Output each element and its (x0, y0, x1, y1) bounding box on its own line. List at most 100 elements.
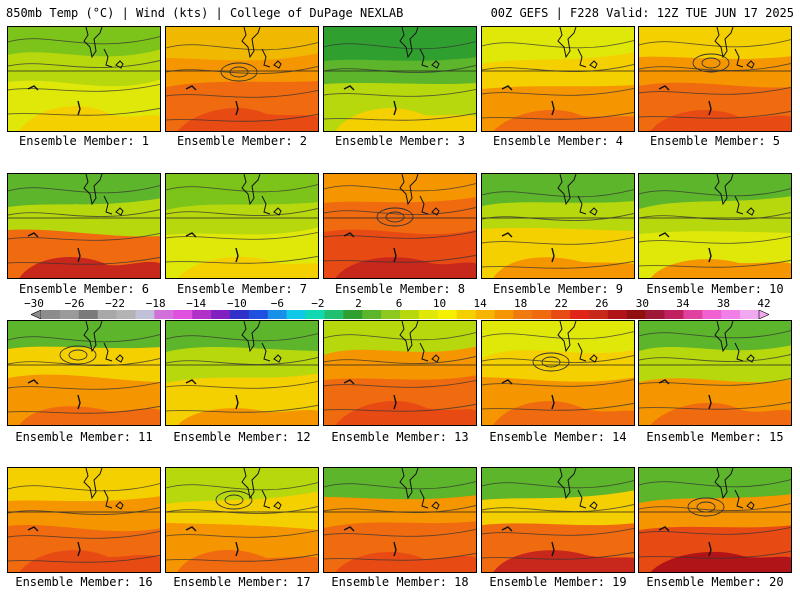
temperature-field (639, 174, 791, 278)
colorbar-tick-label: 42 (757, 297, 771, 310)
ensemble-member-map (638, 26, 792, 132)
colorbar-tick-label: −6 (270, 297, 284, 310)
ensemble-member-label: Ensemble Member: 11 (15, 430, 153, 444)
ensemble-member-map (638, 320, 792, 426)
colorbar-tick-label: 14 (473, 297, 487, 310)
temperature-field (8, 174, 160, 278)
temperature-field (8, 321, 160, 425)
temperature-field (324, 174, 476, 278)
ensemble-member-map (638, 467, 792, 573)
ensemble-member-map (323, 173, 477, 279)
temperature-field (482, 27, 634, 131)
colorbar-tick-label: 26 (595, 297, 609, 310)
ensemble-member-map (323, 320, 477, 426)
colorbar-swatch (437, 310, 457, 319)
ensemble-member-label: Ensemble Member: 12 (173, 430, 311, 444)
colorbar-tick-label: 2 (355, 297, 362, 310)
colorbar-swatch (683, 310, 703, 319)
temperature-field (482, 174, 634, 278)
ensemble-member-map (7, 467, 161, 573)
ensemble-member-label: Ensemble Member: 14 (489, 430, 627, 444)
colorbar-swatch (740, 310, 760, 319)
colorbar-tick-label: −2 (311, 297, 325, 310)
ensemble-member-label: Ensemble Member: 17 (173, 575, 311, 589)
ensemble-member-label: Ensemble Member: 19 (489, 575, 627, 589)
temperature-field (166, 468, 318, 572)
colorbar-tick-label: 18 (514, 297, 528, 310)
ensemble-member-label: Ensemble Member: 4 (492, 134, 624, 148)
colorbar-swatch (513, 310, 533, 319)
temperature-field (166, 27, 318, 131)
temperature-field (482, 321, 634, 425)
ensemble-member-label: Ensemble Member: 18 (331, 575, 469, 589)
colorbar-swatch (78, 310, 98, 319)
colorbar-swatch (381, 310, 401, 319)
colorbar-swatch (400, 310, 420, 319)
temperature-field (324, 321, 476, 425)
colorbar-swatch (154, 310, 174, 319)
temperature-field (324, 27, 476, 131)
temperature-field (482, 468, 634, 572)
colorbar-swatch (248, 310, 269, 319)
ensemble-member-label: Ensemble Member: 6 (18, 282, 150, 296)
colorbar-swatch (418, 310, 439, 319)
colorbar-swatch (343, 310, 363, 319)
ensemble-member-label: Ensemble Member: 16 (15, 575, 153, 589)
ensemble-member-map (165, 26, 319, 132)
colorbar-swatch (97, 310, 117, 319)
colorbar-swatch (305, 310, 325, 319)
temperature-field (639, 321, 791, 425)
colorbar-swatch (721, 310, 741, 319)
ensemble-member-map (323, 26, 477, 132)
ensemble-member-map (7, 320, 161, 426)
colorbar-tick-label: 10 (432, 297, 447, 310)
colorbar-tick-label: −30 (24, 297, 44, 310)
colorbar-swatch (494, 310, 514, 319)
ensemble-member-label: Ensemble Member: 2 (176, 134, 308, 148)
colorbar-swatch (626, 310, 646, 319)
colorbar-swatch (645, 310, 665, 319)
colorbar-tick-label: 30 (635, 297, 649, 310)
ensemble-member-label: Ensemble Member: 7 (176, 282, 308, 296)
colorbar-swatch (702, 310, 722, 319)
colorbar-tick-label: −26 (64, 297, 85, 310)
ensemble-member-label: Ensemble Member: 15 (646, 430, 784, 444)
valid-time: 00Z GEFS | F228 Valid: 12Z TUE JUN 17 20… (490, 6, 794, 20)
ensemble-member-label: Ensemble Member: 20 (646, 575, 784, 589)
colorbar-swatch (570, 310, 590, 319)
colorbar-swatch (59, 310, 80, 319)
ensemble-member-label: Ensemble Member: 10 (646, 282, 784, 296)
colorbar-tick-label: 38 (716, 297, 731, 310)
colorbar-swatch (475, 310, 495, 319)
colorbar-swatch (607, 310, 628, 319)
ensemble-member-map (638, 173, 792, 279)
colorbar-swatch (286, 310, 306, 319)
ensemble-member-map (165, 173, 319, 279)
colorbar-swatch (324, 310, 344, 319)
colorbar-swatch (664, 310, 684, 319)
colorbar-swatch (173, 310, 193, 319)
ensemble-member-label: Ensemble Member: 9 (492, 282, 624, 296)
ensemble-member-label: Ensemble Member: 3 (334, 134, 466, 148)
colorbar-swatch (267, 310, 287, 319)
temperature-field (8, 468, 160, 572)
ensemble-member-label: Ensemble Member: 13 (331, 430, 469, 444)
colorbar (31, 310, 769, 319)
temperature-field (639, 468, 791, 572)
ensemble-member-map (7, 26, 161, 132)
colorbar-swatch (456, 310, 476, 319)
colorbar-swatch (588, 310, 609, 319)
temperature-field (166, 321, 318, 425)
temperature-field (639, 27, 791, 131)
colorbar-max-arrow (758, 310, 769, 319)
ensemble-member-map (481, 173, 635, 279)
colorbar-tick-label: −10 (226, 297, 247, 310)
ensemble-member-label: Ensemble Member: 8 (334, 282, 466, 296)
colorbar-tick-label: −14 (186, 297, 207, 310)
colorbar-tick-label: 34 (676, 297, 690, 310)
temperature-field (8, 27, 160, 131)
colorbar-tick-label: 22 (554, 297, 568, 310)
colorbar-tick-label: 6 (395, 297, 403, 310)
colorbar-swatch (211, 310, 231, 319)
colorbar-tick-label: −22 (105, 297, 126, 310)
